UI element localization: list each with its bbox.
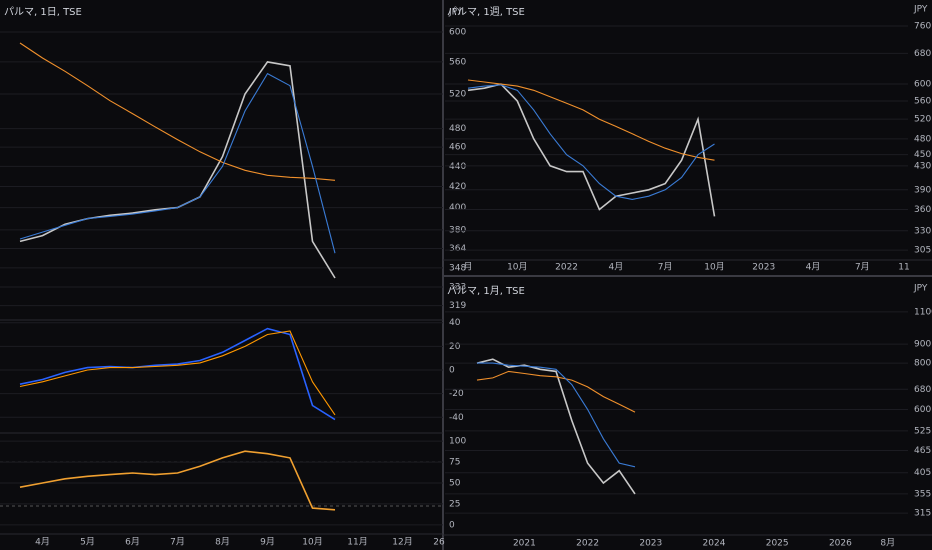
y-tick-label: 600	[449, 27, 466, 37]
y-tick-label: 520	[914, 115, 931, 125]
y-tick-label: 465	[914, 446, 931, 456]
x-tick-label: 2022	[555, 263, 578, 273]
x-tick-label: 2021	[513, 539, 536, 549]
y-tick-label: 20	[449, 342, 461, 352]
series-line	[467, 84, 715, 200]
x-tick-label: 8月	[215, 537, 230, 548]
y-tick-label: 364	[449, 244, 466, 254]
y-tick-label: 319	[449, 301, 466, 311]
x-tick-label: 2026	[829, 539, 852, 549]
axis-unit: JPY	[913, 284, 928, 294]
x-tick-label: 10月	[507, 262, 527, 273]
y-tick-label: 390	[914, 185, 931, 195]
axis-unit: JPY	[448, 8, 463, 18]
y-tick-label: 900	[914, 340, 931, 350]
x-tick-label: 2023	[639, 539, 662, 549]
y-tick-label: 1100	[914, 307, 932, 317]
x-tick-label: 7月	[170, 537, 185, 548]
y-tick-label: 430	[914, 161, 931, 171]
y-tick-label: 333	[449, 283, 466, 293]
y-tick-label: -40	[449, 413, 464, 423]
series-line	[19, 72, 336, 254]
y-tick-label: 420	[449, 182, 466, 192]
y-tick-label: -20	[449, 389, 464, 399]
y-tick-label: 460	[449, 143, 466, 153]
x-tick-label: 9月	[260, 537, 275, 548]
y-tick-label: 360	[914, 205, 931, 215]
axis-unit: JPY	[913, 5, 928, 15]
y-tick-label: 600	[914, 405, 931, 415]
x-tick-label: 7月	[855, 262, 870, 273]
y-tick-label: 760	[914, 22, 931, 32]
y-tick-label: 348	[449, 263, 466, 273]
x-tick-label: 7月	[658, 262, 673, 273]
y-tick-label: 50	[449, 479, 461, 489]
x-tick-label: 10月	[704, 262, 724, 273]
y-tick-label: 520	[449, 89, 466, 99]
x-tick-label: 5月	[80, 537, 95, 548]
x-tick-label: 4月	[35, 537, 50, 548]
x-tick-label: 2023	[752, 263, 775, 273]
y-tick-label: 305	[914, 246, 931, 256]
y-tick-label: 480	[914, 134, 931, 144]
y-tick-label: 0	[449, 520, 455, 530]
x-tick-label: 2022	[576, 539, 599, 549]
y-tick-label: 25	[449, 499, 460, 509]
y-tick-label: 355	[914, 489, 931, 499]
x-tick-label: 26	[433, 538, 445, 548]
y-tick-label: 560	[914, 96, 931, 106]
y-tick-label: 330	[914, 226, 931, 236]
y-tick-label: 800	[914, 359, 931, 369]
x-tick-label: 2024	[703, 539, 726, 549]
chart-title: パルマ, 1週, TSE	[447, 6, 525, 18]
y-tick-label: 75	[449, 458, 460, 468]
series-line	[467, 83, 716, 217]
series-line	[19, 450, 336, 511]
y-tick-label: 0	[449, 366, 455, 376]
chart-title: パルマ, 1月, TSE	[447, 285, 525, 297]
x-tick-label: 2025	[766, 539, 789, 549]
y-tick-label: 480	[449, 124, 466, 134]
y-tick-label: 405	[914, 468, 931, 478]
y-tick-label: 440	[449, 162, 466, 172]
y-tick-label: 40	[449, 318, 461, 328]
x-tick-label: 4月	[609, 262, 624, 273]
y-tick-label: 315	[914, 509, 931, 519]
x-tick-label: 8月	[880, 538, 895, 549]
y-tick-label: 560	[449, 57, 466, 67]
series-line	[477, 362, 636, 468]
y-tick-label: 600	[914, 80, 931, 90]
y-tick-label: 680	[914, 49, 931, 59]
y-tick-label: 450	[914, 150, 931, 160]
x-tick-label: 6月	[125, 537, 140, 548]
x-tick-label: 4月	[806, 262, 821, 273]
y-tick-label: 400	[449, 203, 466, 213]
series-line	[19, 42, 336, 181]
x-tick-label: 月	[463, 262, 472, 273]
x-tick-label: 11月	[347, 537, 367, 548]
y-tick-label: 680	[914, 385, 931, 395]
series-line	[476, 370, 636, 413]
series-line	[467, 79, 715, 161]
chart-title: パルマ, 1日, TSE	[4, 6, 82, 18]
series-line	[19, 330, 336, 416]
y-tick-label: 100	[449, 437, 466, 447]
x-tick-label: 10月	[302, 537, 322, 548]
x-tick-label: 11	[898, 263, 909, 273]
x-tick-label: 12月	[392, 537, 412, 548]
y-tick-label: 525	[914, 426, 931, 436]
